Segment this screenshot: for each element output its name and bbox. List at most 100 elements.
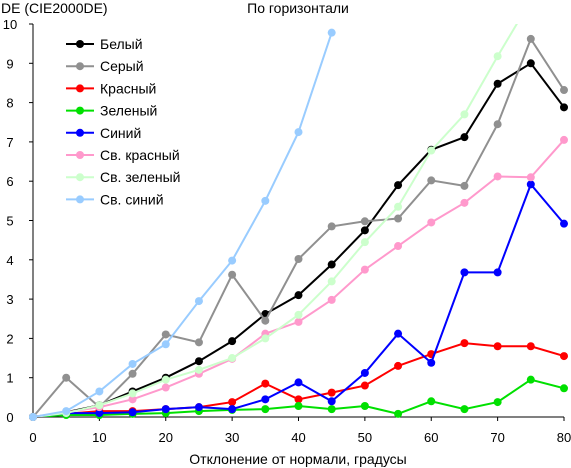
data-point [261,405,270,414]
y-tick-label: 10 [3,17,17,32]
data-point [493,342,502,351]
data-point [161,340,170,349]
data-point [526,342,535,351]
data-point [62,407,71,416]
legend-marker [76,128,84,137]
data-point [128,359,137,368]
legend-label: Серый [100,58,144,74]
data-point [560,135,568,144]
data-point [460,110,469,119]
data-point [327,222,336,231]
data-point [294,255,303,264]
legend-label: Зеленый [100,103,157,119]
data-point [493,52,502,61]
y-tick-label: 2 [6,331,13,346]
data-point [427,176,436,185]
data-point [327,277,336,286]
legend-item: Белый [66,36,143,52]
data-point [29,413,37,421]
x-axis-title: Отклонение от нормали, градусы [189,451,406,467]
x-tick-label: 40 [291,430,305,445]
x-tick-label: 60 [424,430,438,445]
data-point [261,334,270,343]
data-point [360,217,369,226]
x-tick-label: 10 [92,430,106,445]
y-tick-label: 1 [6,371,13,386]
data-point [194,403,203,412]
data-point [394,181,403,190]
data-point [228,337,237,346]
data-point [560,352,568,361]
data-point [327,260,336,269]
data-point [427,218,436,227]
data-point [228,256,237,265]
legend-label: Св. синий [100,191,164,207]
x-tick-label: 50 [358,430,372,445]
data-point [427,397,436,406]
y-tick-label: 0 [6,410,13,425]
legend-item: Св. синий [66,191,164,207]
data-point [327,295,336,304]
data-point [228,405,237,414]
data-point [161,383,170,392]
legend-label: Синий [100,125,141,141]
data-point [526,375,535,384]
y-tick-label: 3 [6,292,13,307]
plot-area: 0 1 2 3 4 5 6 7 8 9 10 0 10 20 30 40 50 60 70 80 [3,17,571,445]
data-point [394,242,403,251]
legend-label: Красный [100,80,156,96]
legend: Белый Серый Красный Зеленый Синий Св. красный… [66,36,180,207]
data-point [460,133,469,142]
y-axis-title: DE (CIE2000DE) [1,0,108,16]
y-tick-label: 7 [6,135,13,150]
data-point [360,226,369,235]
data-point [360,368,369,377]
data-point [128,408,137,417]
data-point [95,401,104,410]
data-point [228,354,237,363]
legend-item: Св. красный [66,147,180,163]
data-point [261,196,270,205]
data-point [493,268,502,277]
data-point [261,395,270,404]
legend-marker [76,84,84,93]
legend-item: Св. зеленый [66,169,180,185]
series-line [33,32,333,417]
data-point [493,398,502,407]
data-point [161,330,170,339]
legend-marker [76,62,84,71]
data-point [194,357,203,366]
series-line [33,24,518,417]
data-point [560,86,568,95]
data-point [460,339,469,348]
data-point [228,270,237,279]
legend-item: Зеленый [66,103,157,119]
data-point [360,238,369,247]
legend-item: Синий [66,125,141,141]
data-point [261,379,270,388]
data-point [294,291,303,300]
y-tick-label: 6 [6,174,13,189]
data-point [62,373,71,382]
x-tick-label: 80 [557,430,571,445]
data-point [294,317,303,326]
data-point [128,369,137,378]
data-point [427,358,436,367]
data-point [194,297,203,306]
data-point [128,389,137,398]
data-point [95,387,104,396]
legend-marker [76,151,84,159]
legend-label: Св. зеленый [100,169,180,185]
data-point [294,310,303,319]
x-tick-label: 20 [159,430,173,445]
data-point [394,329,403,338]
data-point [327,28,336,37]
data-point [460,268,469,277]
data-point [95,409,104,418]
data-point [493,120,502,129]
legend-marker [76,106,84,115]
data-point [327,405,336,414]
data-point [560,103,568,112]
data-point [526,180,535,189]
